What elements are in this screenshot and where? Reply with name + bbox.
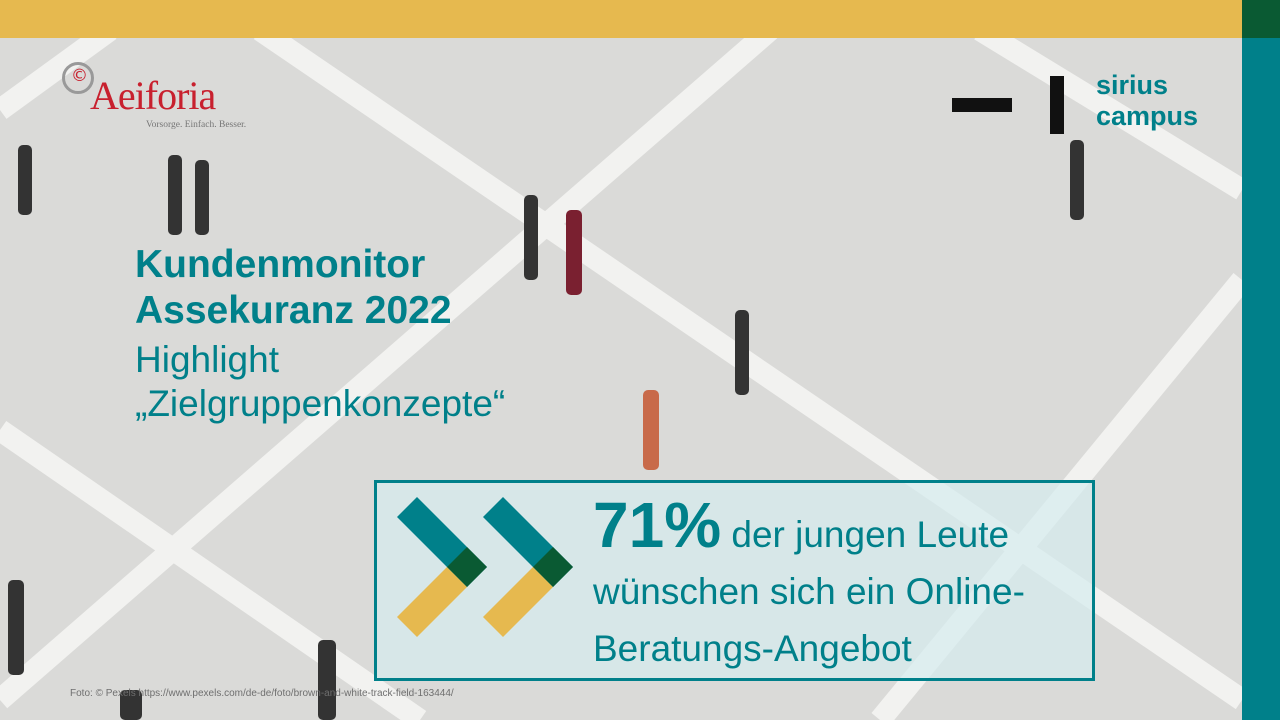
- aeiforia-tagline: Vorsorge. Einfach. Besser.: [146, 120, 247, 130]
- highlight-line1: der jungen Leute: [721, 514, 1010, 555]
- sirius-line1: sirius: [1096, 70, 1169, 100]
- double-chevron-icon: [397, 497, 573, 637]
- highlight-line3: Beratungs-Angebot: [593, 628, 912, 669]
- highlight-line2: wünschen sich ein Online-: [593, 571, 1025, 612]
- subtitle-line2: „Zielgruppenkonzepte“: [135, 383, 506, 424]
- slide-title: Kundenmonitor Assekuranz 2022 Highlight …: [135, 242, 505, 426]
- logo-dash-icon: [952, 98, 1012, 112]
- side-accent-bar: [1242, 38, 1280, 720]
- title-line1: Kundenmonitor: [135, 243, 426, 286]
- side-accent-top: [1242, 0, 1280, 38]
- subtitle-line1: Highlight: [135, 339, 279, 380]
- photo-credit: Foto: © Pexels https://www.pexels.com/de…: [70, 688, 454, 699]
- highlight-percent: 71%: [593, 489, 722, 561]
- sirius-campus-logo: sirius campus: [950, 70, 1220, 140]
- highlight-box: 71% der jungen Leute wünschen sich ein O…: [374, 480, 1095, 681]
- title-line2: Assekuranz 2022: [135, 289, 452, 332]
- person: [18, 145, 32, 215]
- aeiforia-logo: Aeiforia Vorsorge. Einfach. Besser.: [62, 62, 272, 134]
- aeiforia-name: Aeiforia: [90, 73, 216, 118]
- sirius-line2: campus: [1096, 101, 1199, 131]
- aeiforia-mark-icon: [62, 62, 94, 94]
- top-accent-bar: [0, 0, 1242, 38]
- highlight-text: 71% der jungen Leute wünschen sich ein O…: [593, 493, 1025, 677]
- logo-bar-icon: [1050, 76, 1064, 134]
